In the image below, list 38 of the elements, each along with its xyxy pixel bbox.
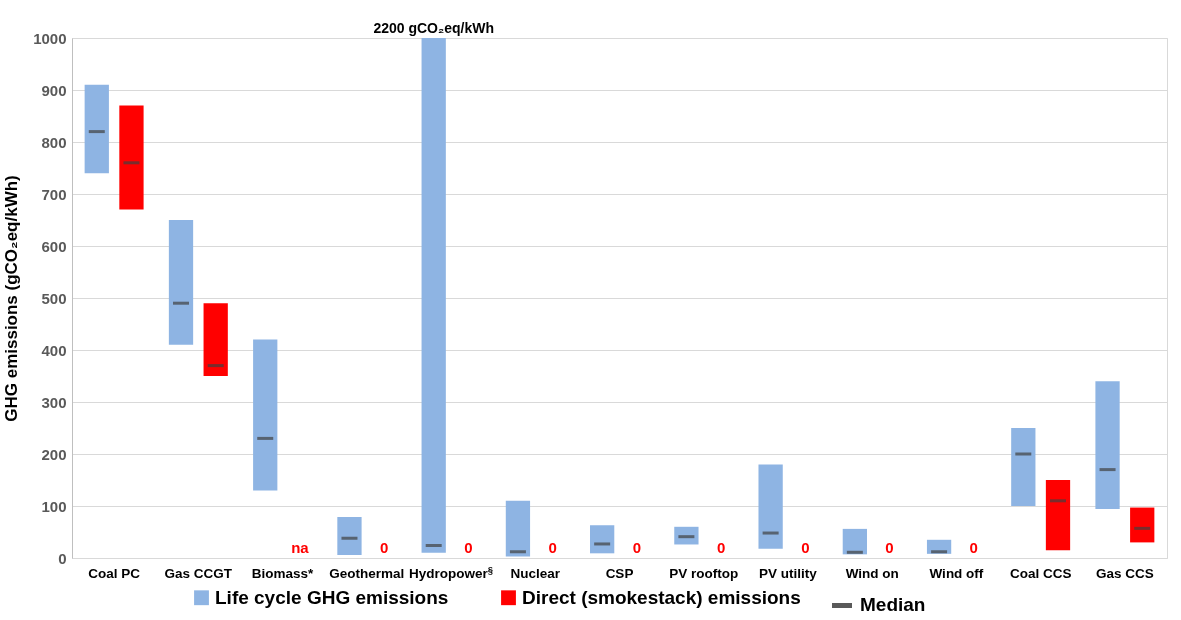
text: 0 bbox=[379, 539, 389, 556]
text: 0 bbox=[885, 539, 894, 556]
text: 0 bbox=[801, 539, 810, 556]
y-tick-label: 400 bbox=[41, 341, 67, 359]
x-tick-label: Biomass* bbox=[251, 565, 315, 581]
y-tick-label: 800 bbox=[41, 133, 67, 151]
y-tick-label: 1000 bbox=[33, 29, 67, 47]
x-tick-label: Nuclear bbox=[510, 565, 561, 581]
x-tick-label: Geothermal bbox=[329, 565, 405, 581]
text: 0 bbox=[969, 539, 978, 556]
x-tick-label: Wind off bbox=[929, 565, 984, 581]
x-tick-label: PV utility bbox=[759, 565, 818, 581]
text: Median bbox=[860, 594, 926, 616]
x-tick-label: Gas CCGT bbox=[164, 565, 233, 581]
legend-label: Direct (smokestack) emissions bbox=[522, 586, 801, 608]
x-tick-label: CSP bbox=[605, 565, 634, 581]
y-axis-title: GHG emissions (gCO₂eq/kWh) bbox=[2, 175, 22, 422]
x-tick-label: Hydropower$^{§}$ bbox=[409, 563, 494, 581]
x-tick-label: Wind on bbox=[845, 565, 899, 581]
text: 0 bbox=[716, 539, 726, 556]
x-tick-label: PV rooftop bbox=[669, 565, 739, 581]
y-tick-label: 300 bbox=[41, 393, 67, 411]
text: 0 bbox=[548, 539, 557, 556]
y-tick-label: 900 bbox=[41, 81, 67, 99]
x-tick-label: Coal PC bbox=[88, 565, 141, 581]
y-tick-label: 600 bbox=[41, 237, 67, 255]
y-tick-label: 500 bbox=[41, 289, 67, 307]
y-tick-label: 100 bbox=[41, 497, 67, 515]
y-tick-label: 0 bbox=[58, 549, 67, 567]
text: 0 bbox=[632, 539, 642, 556]
legend-label: Life cycle GHG emissions bbox=[215, 586, 449, 608]
text: na bbox=[291, 539, 309, 556]
y-tick-label: 200 bbox=[41, 445, 67, 463]
text: 0 bbox=[464, 539, 473, 556]
x-tick-label: Coal CCS bbox=[1009, 565, 1072, 581]
x-tick-label: Gas CCS bbox=[1095, 565, 1154, 581]
y-tick-label: 700 bbox=[41, 185, 67, 203]
text: 2200 gCO₂eq/kWh bbox=[373, 20, 494, 36]
